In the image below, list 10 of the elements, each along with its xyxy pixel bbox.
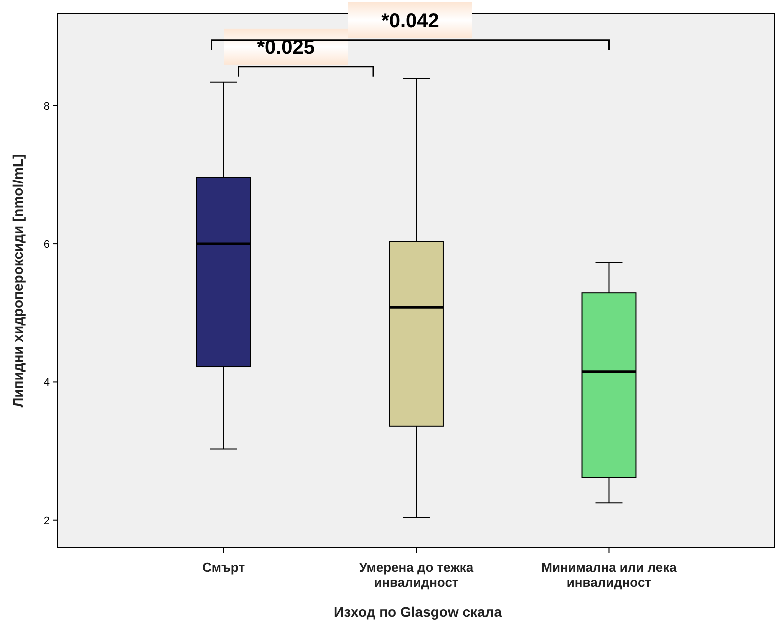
x-axis-title: Изход по Glasgow скала bbox=[334, 604, 502, 620]
annotation: *0.042 bbox=[382, 10, 440, 32]
x-tick-label: Минимална или лека инвалидност bbox=[542, 560, 678, 590]
y-tick-label: 8 bbox=[44, 100, 50, 113]
x-tick-label: Смърт bbox=[202, 560, 246, 575]
y-tick-label: 2 bbox=[44, 515, 50, 528]
y-tick-label: 4 bbox=[44, 377, 50, 390]
y-axis-title: Липидни хидропероксиди [nmol/mL] bbox=[10, 154, 26, 408]
x-tick-label: Умерена до тежка инвалидност bbox=[359, 560, 474, 590]
y-tick-label: 6 bbox=[44, 239, 50, 252]
